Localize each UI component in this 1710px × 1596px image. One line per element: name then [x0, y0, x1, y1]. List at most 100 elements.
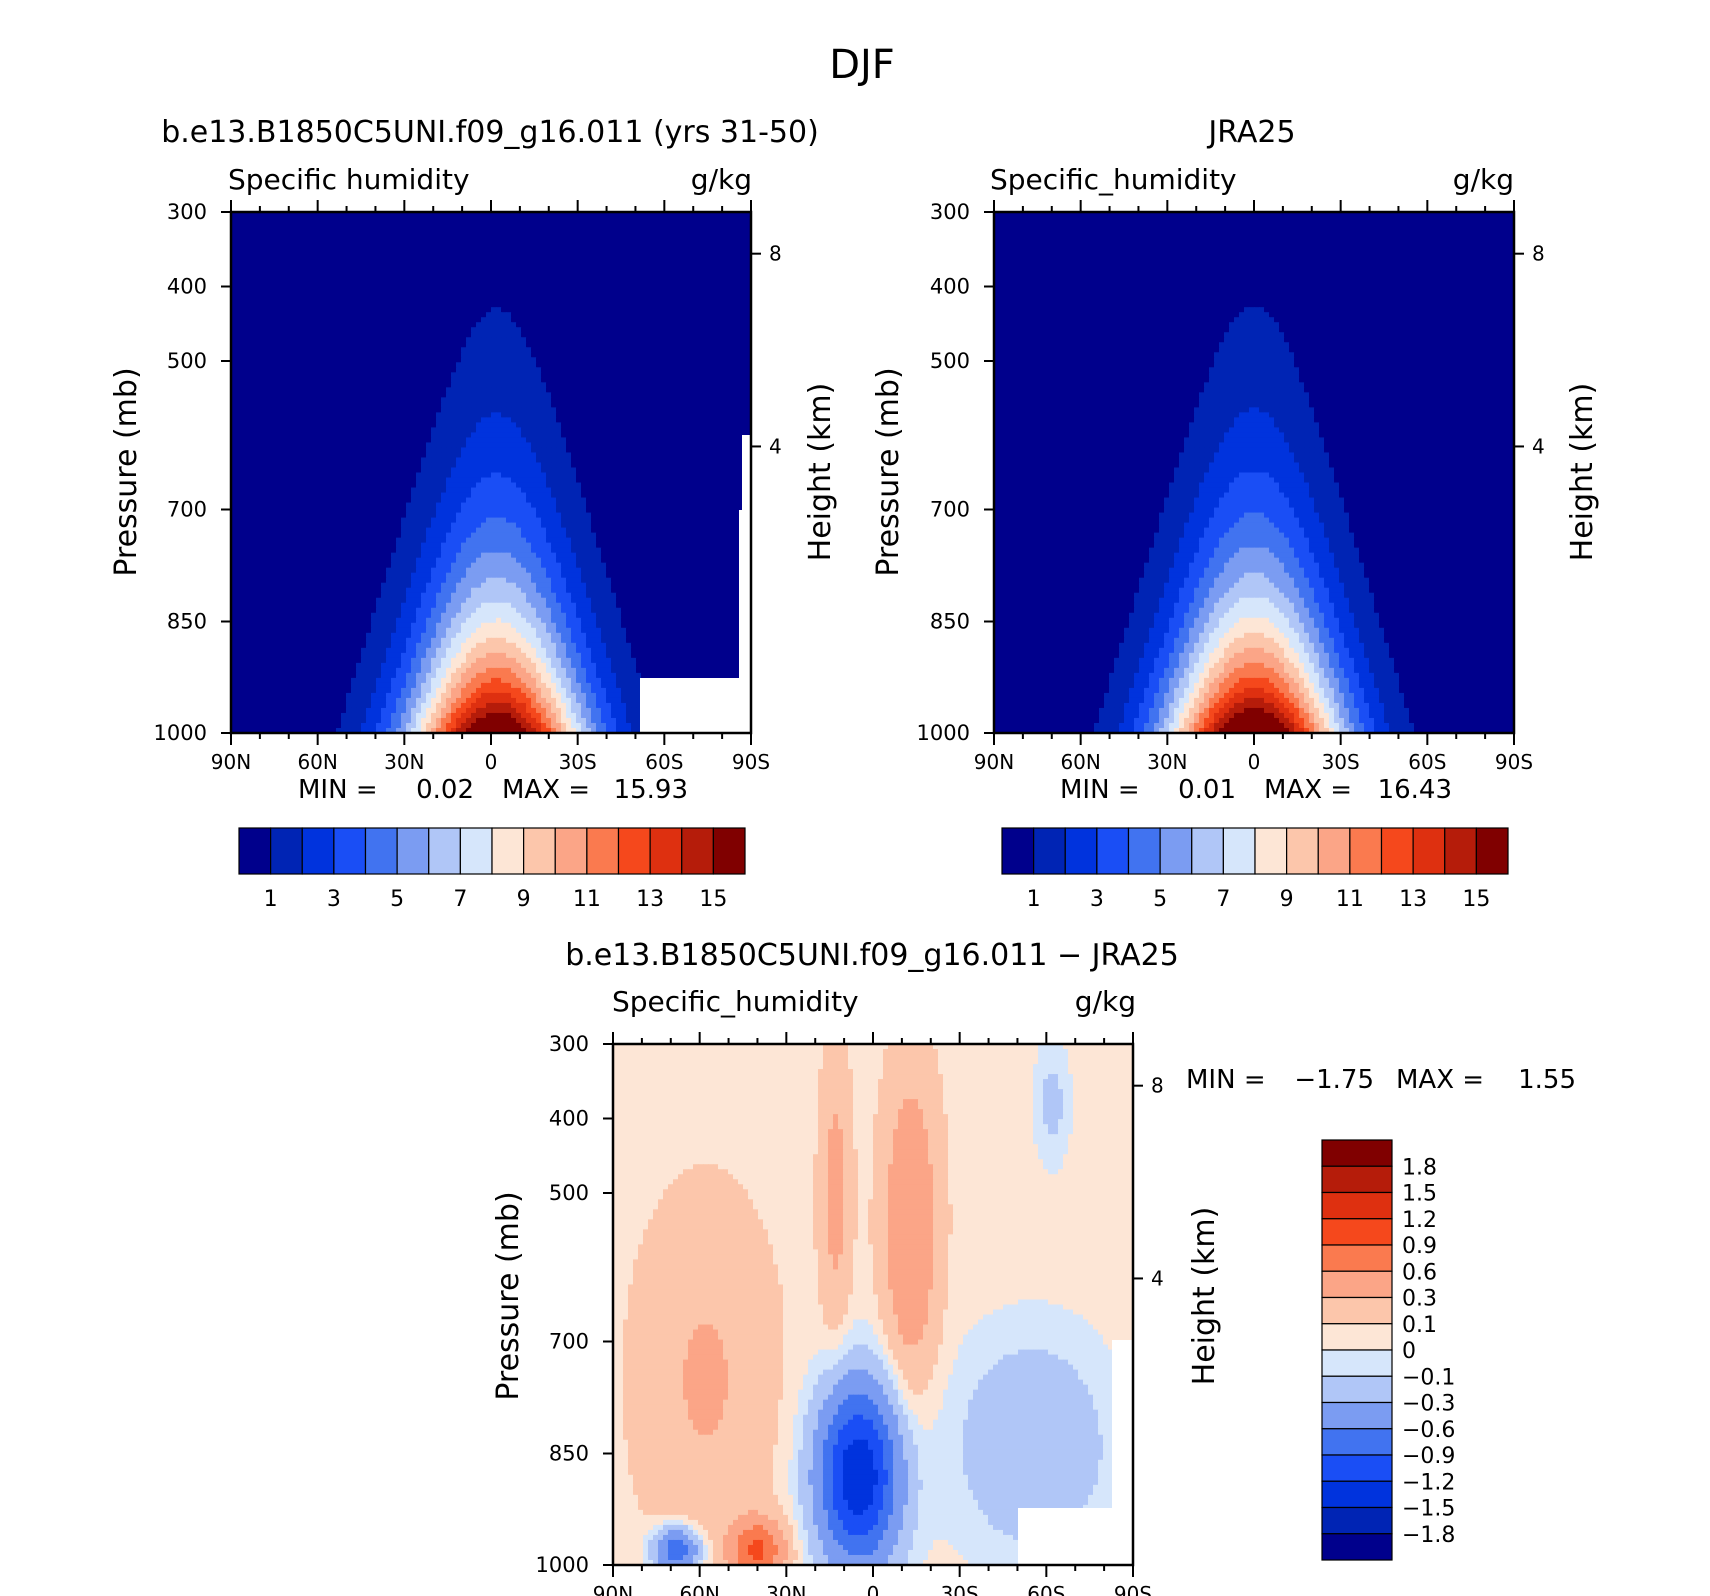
contour-cell	[666, 327, 672, 333]
contour-cell	[496, 237, 502, 243]
contour-cell	[451, 292, 457, 298]
contour-cell	[256, 402, 262, 408]
contour-cell	[416, 282, 422, 288]
contour-cell	[396, 367, 402, 373]
contour-cell	[296, 317, 302, 323]
contour-cell	[531, 282, 537, 288]
contour-cell	[286, 257, 292, 263]
contour-cell	[506, 317, 512, 323]
contour-cell	[316, 232, 322, 238]
contour-cell	[376, 262, 382, 268]
contour-cell	[376, 332, 382, 338]
contour-cell	[661, 277, 667, 283]
contour-cell	[376, 302, 382, 308]
contour-cell	[536, 382, 542, 388]
contour-cell	[716, 367, 722, 373]
contour-cell	[721, 322, 727, 328]
contour-cell	[356, 312, 362, 318]
contour-cell	[496, 347, 502, 353]
contour-cell	[381, 312, 387, 318]
contour-cell	[681, 222, 687, 228]
contour-cell	[536, 212, 542, 218]
contour-cell	[456, 297, 462, 303]
contour-cell	[261, 377, 267, 383]
contour-cell	[451, 302, 457, 308]
contour-cell	[341, 282, 347, 288]
contour-cell	[591, 372, 597, 378]
contour-cell	[671, 442, 677, 449]
contour-cell	[381, 417, 387, 423]
contour-cell	[591, 337, 597, 343]
contour-cell	[556, 332, 562, 338]
contour-cell	[396, 392, 402, 398]
contour-cell	[231, 252, 237, 258]
contour-cell	[346, 232, 352, 238]
contour-cell	[241, 307, 247, 313]
contour-cell	[346, 357, 352, 363]
contour-cell	[336, 242, 342, 248]
contour-cell	[336, 427, 342, 434]
contour-cell	[471, 307, 477, 313]
contour-cell	[666, 317, 672, 323]
contour-cell	[566, 282, 572, 288]
contour-cell	[551, 412, 557, 418]
contour-cell	[691, 252, 697, 258]
contour-cell	[261, 397, 267, 403]
contour-cell	[291, 282, 297, 288]
contour-cell	[741, 352, 747, 358]
contour-cell	[516, 412, 522, 418]
contour-cell	[676, 422, 682, 429]
contour-cell	[656, 237, 662, 243]
contour-cell	[531, 432, 537, 439]
contour-cell	[606, 292, 612, 298]
contour-cell	[366, 302, 372, 308]
contour-cell	[596, 337, 602, 343]
contour-cell	[741, 277, 747, 283]
contour-cell	[586, 312, 592, 318]
contour-cell	[286, 252, 292, 258]
contour-cell	[586, 387, 592, 393]
contour-cell	[571, 292, 577, 298]
contour-cell	[426, 437, 432, 444]
contour-cell	[566, 347, 572, 353]
contour-cell	[386, 347, 392, 353]
contour-cell	[646, 417, 652, 423]
contour-cell	[501, 362, 507, 368]
contour-cell	[516, 287, 522, 293]
contour-cell	[386, 432, 392, 439]
contour-cell	[421, 397, 427, 403]
contour-cell	[556, 397, 562, 403]
contour-cell	[331, 227, 337, 233]
contour-cell	[636, 297, 642, 303]
contour-cell	[646, 422, 652, 429]
contour-cell	[601, 252, 607, 258]
contour-cell	[231, 302, 237, 308]
contour-cell	[526, 447, 532, 454]
contour-cell	[381, 432, 387, 439]
contour-cell	[331, 367, 337, 373]
contour-cell	[291, 317, 297, 323]
contour-cell	[691, 297, 697, 303]
contour-cell	[586, 422, 592, 429]
contour-cell	[291, 347, 297, 353]
contour-cell	[316, 332, 322, 338]
contour-cell	[536, 277, 542, 283]
contour-cell	[566, 327, 572, 333]
contour-cell	[466, 302, 472, 308]
contour-cell	[531, 237, 537, 243]
contour-cell	[386, 442, 392, 449]
contour-cell	[256, 387, 262, 393]
contour-cell	[706, 237, 712, 243]
contour-cell	[716, 327, 722, 333]
contour-cell	[286, 322, 292, 328]
contour-cell	[511, 232, 517, 238]
contour-cell	[746, 232, 752, 238]
contour-cell	[461, 412, 467, 418]
contour-cell	[606, 322, 612, 328]
contour-cell	[446, 247, 452, 253]
contour-cell	[371, 437, 377, 444]
contour-cell	[446, 382, 452, 388]
contour-cell	[586, 217, 592, 223]
contour-cell	[691, 302, 697, 308]
contour-cell	[466, 397, 472, 403]
